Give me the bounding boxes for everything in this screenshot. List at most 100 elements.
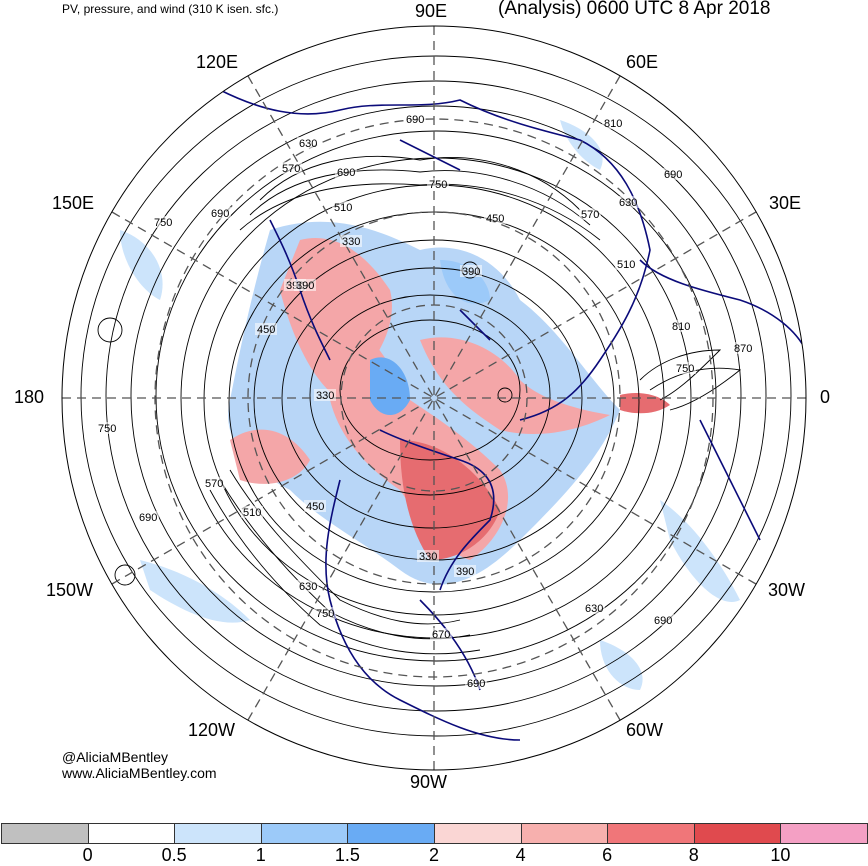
colorbar-bin	[1, 823, 89, 844]
contour-label-bg	[460, 265, 482, 277]
lon-label-60e: 60E	[626, 52, 659, 72]
polar-map: 390 630 570 690 750 510 330 390 450 750 690 810 630 5…	[61, 25, 807, 771]
contour-label: 570	[205, 478, 223, 490]
contour-label-bg	[314, 607, 336, 619]
contour-label-bg	[297, 580, 319, 592]
colorbar-tick-label: 4	[515, 845, 526, 865]
contour-label: 750	[316, 608, 334, 620]
lon-label-30e: 30E	[769, 193, 802, 213]
contour-label-bg	[484, 212, 506, 224]
contour-label: 750	[429, 179, 447, 191]
credit-website: www.AliciaMBentley.com	[62, 765, 217, 781]
contour-label: 810	[672, 321, 690, 333]
lon-label-150e: 150E	[52, 193, 95, 213]
contour-label-bg	[152, 216, 174, 228]
contour-label: 690	[467, 678, 485, 690]
lon-label-90e: 90E	[415, 1, 448, 21]
contour-label-bg	[404, 113, 426, 125]
contour-label: 690	[654, 615, 672, 627]
contour-label-bg	[137, 511, 159, 523]
contour-label-bg	[662, 168, 684, 180]
contour-label: 750	[98, 423, 116, 435]
contour-label: 330	[316, 390, 334, 402]
contour-label: 570	[282, 163, 300, 175]
contour-label: 870	[734, 343, 752, 355]
contour-label-bg	[430, 628, 452, 640]
colorbar-tick-label: 8	[688, 845, 699, 865]
contour-label: 510	[617, 259, 635, 271]
contour-label-bg	[280, 162, 302, 174]
contour-label: 330	[419, 551, 437, 563]
contour-label: 570	[581, 209, 599, 221]
colorbar-tick-label: 10	[770, 845, 791, 865]
colorbar: 0 0.5 1 1.5 2 4 6 8 10	[0, 823, 868, 865]
colorbar-bin	[347, 823, 435, 844]
contour-label-bg	[583, 602, 605, 614]
colorbar-tick-label: 0.5	[161, 845, 187, 865]
contour-label-bg	[417, 550, 439, 562]
contour-label: 690	[139, 512, 157, 524]
colorbar-tick-label: 0	[82, 845, 93, 865]
contour-label: 690	[406, 114, 424, 126]
colorbar-tick-label: 1.5	[334, 845, 360, 865]
contour-label-bg	[465, 677, 487, 689]
contour-label: 810	[604, 118, 622, 130]
contour-label: 750	[676, 363, 694, 375]
contour-label: 390	[456, 566, 474, 578]
contour-label: 690	[337, 167, 355, 179]
colorbar-tick-label: 6	[602, 845, 613, 865]
contour-label: 330	[342, 236, 360, 248]
contour-label-bg	[209, 207, 231, 219]
contour-label-bg	[652, 614, 674, 626]
contour-label: 690	[211, 208, 229, 220]
contour-label: 450	[486, 213, 504, 225]
contour-label-bg	[255, 323, 277, 335]
colorbar-bin	[434, 823, 522, 844]
contour-label: 630	[299, 138, 317, 150]
title-right: (Analysis) 0600 UTC 8 Apr 2018	[498, 0, 771, 19]
colorbar-bin	[693, 823, 782, 844]
contour-label-bg	[602, 117, 624, 129]
lon-label-150w: 150W	[46, 580, 94, 600]
credit-handle: @AliciaMBentley	[62, 749, 169, 765]
lon-label-120w: 120W	[188, 720, 236, 740]
contour-label-bg	[340, 235, 362, 247]
contour-label-bg	[335, 166, 357, 178]
contour-label-bg	[615, 258, 637, 270]
lat-lon-grid	[62, 26, 806, 770]
contour-label: 510	[334, 202, 352, 214]
contour-label: 450	[306, 501, 324, 513]
contour-label-bg	[617, 196, 639, 208]
contour-label-bg	[732, 342, 754, 354]
contour-label-bg	[294, 279, 316, 291]
colorbar-bin	[607, 823, 695, 844]
lon-label-0: 0	[820, 387, 831, 407]
contour-label-bg	[203, 477, 225, 489]
contour-label: 670	[432, 629, 450, 641]
contour-label-bg	[674, 362, 696, 374]
colorbar-bin	[780, 823, 868, 844]
colorbar-tick-label: 2	[428, 845, 440, 865]
contour-label-bg	[241, 506, 263, 518]
contour-label: 750	[154, 217, 172, 229]
lon-label-30w: 30W	[768, 580, 806, 600]
colorbar-bin	[87, 823, 176, 844]
contour-label: 690	[664, 169, 682, 181]
lon-label-180: 180	[14, 387, 45, 407]
contour-label: 510	[243, 507, 261, 519]
colorbar-bin	[260, 823, 349, 844]
colorbar-bin	[174, 823, 262, 844]
contour-label: 630	[619, 197, 637, 209]
colorbar-bin	[520, 823, 609, 844]
contour-label: 630	[585, 603, 603, 615]
contour-label-bg	[670, 320, 692, 332]
contour-label-bg	[427, 178, 449, 190]
contour-label: 450	[257, 324, 275, 336]
contour-label: 630	[299, 581, 317, 593]
contour-label-bg	[332, 201, 354, 213]
colorbar-tick-label: 1	[255, 845, 266, 865]
map-boundary	[61, 25, 807, 771]
contour-label: 390	[462, 266, 480, 278]
title-left: PV, pressure, and wind (310 K isen. sfc.…	[62, 2, 279, 16]
lon-label-60w: 60W	[626, 720, 664, 740]
